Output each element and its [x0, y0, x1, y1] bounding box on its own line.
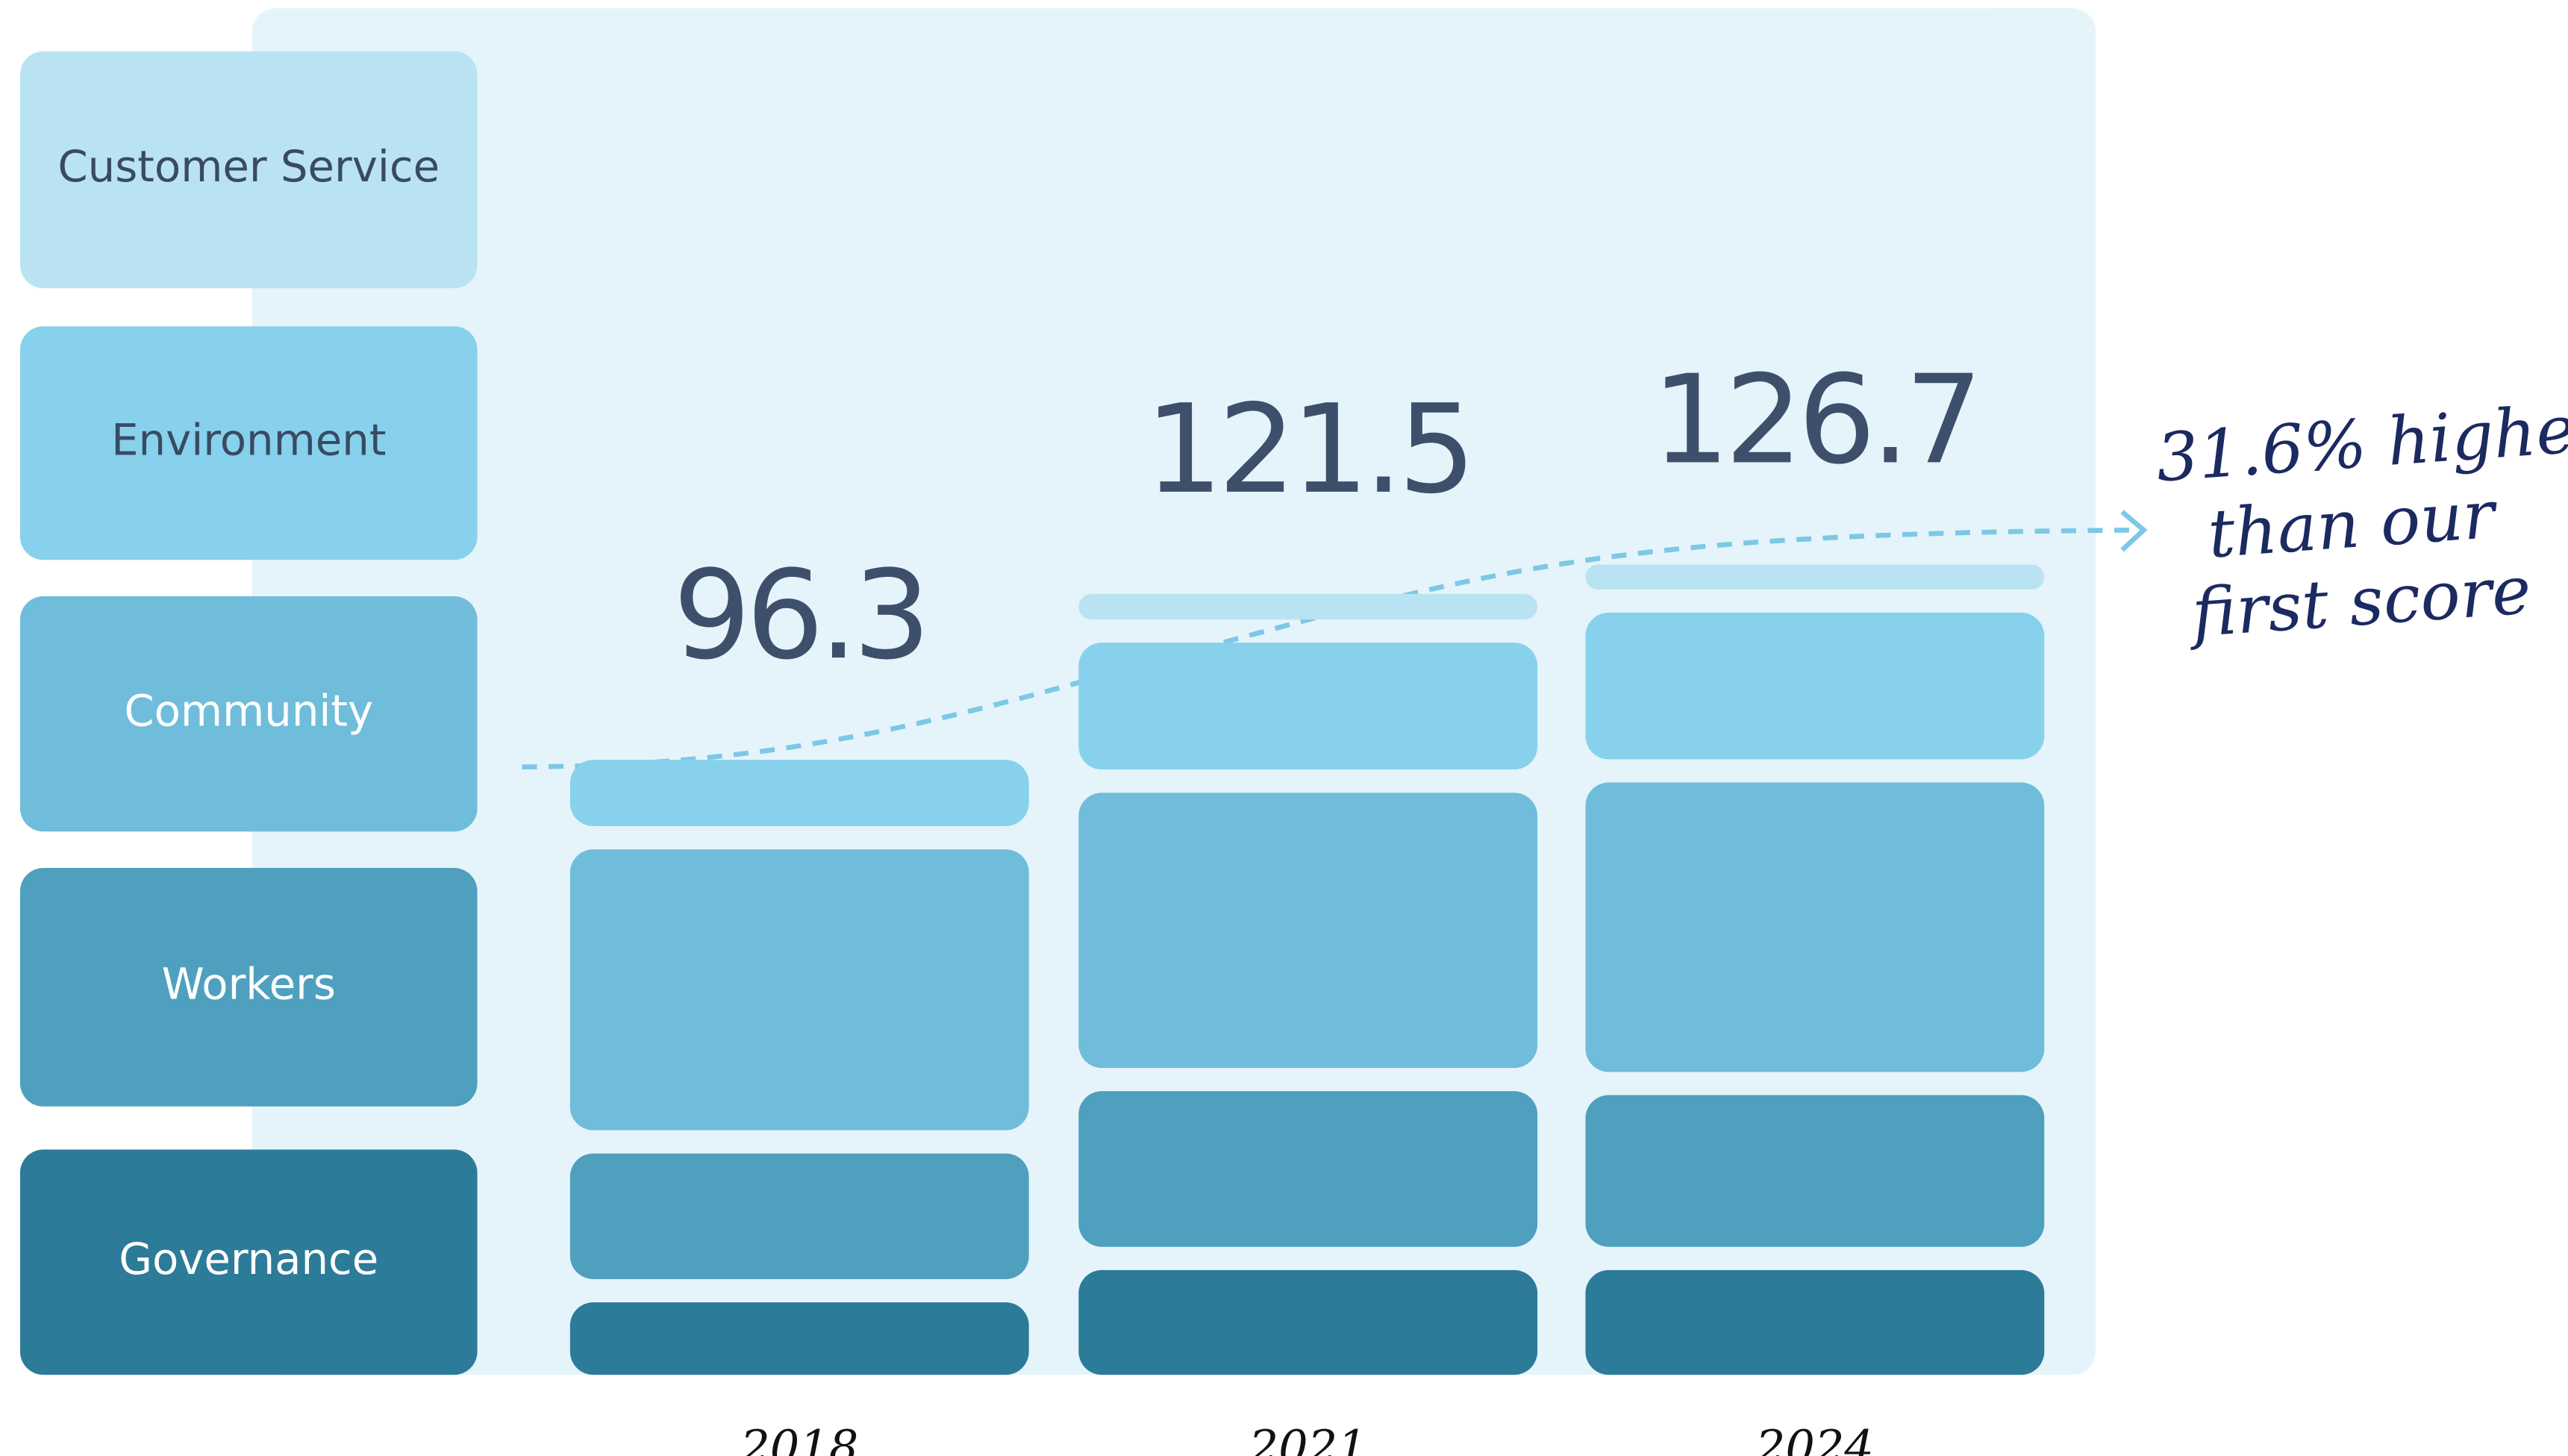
total-label: 121.5 — [1145, 378, 1471, 521]
x-tick-label: 2021 — [1249, 1419, 1367, 1456]
total-label: 126.7 — [1652, 349, 1978, 491]
bar-segment — [1078, 593, 1538, 620]
legend-swatch — [19, 51, 478, 289]
legend-label: Customer Service — [57, 141, 440, 192]
legend-label: Environment — [111, 414, 386, 465]
bar-segment — [1078, 1091, 1538, 1247]
annotation: 31.6% higher than our first score — [2154, 388, 2568, 652]
bar-segment — [1585, 782, 2045, 1072]
legend-label: Governance — [119, 1234, 378, 1284]
bar-segment — [1078, 793, 1538, 1069]
legend-swatch — [19, 326, 478, 560]
trend-arrow — [522, 527, 2137, 769]
legend-label: Workers — [162, 958, 336, 1009]
x-tick-label: 2018 — [740, 1419, 858, 1456]
bar-segment — [569, 1302, 1029, 1375]
bar-segment — [1585, 1269, 2045, 1375]
legend-swatch — [19, 1149, 478, 1375]
bar-segment — [569, 849, 1029, 1131]
annotation-line: 31.6% higher — [2154, 388, 2568, 496]
legend-label: Community — [124, 685, 373, 736]
bar-segment — [1585, 564, 2045, 590]
x-tick-label: 2024 — [1755, 1419, 1874, 1456]
bar-segment — [1078, 1269, 1538, 1375]
total-label: 96.3 — [673, 544, 926, 687]
arrow-head — [2120, 510, 2148, 552]
legend-swatch — [19, 596, 478, 832]
bar-segment — [569, 760, 1029, 827]
bar-segment — [1585, 1095, 2045, 1247]
bar-segment — [1585, 612, 2045, 760]
legend-swatch — [19, 868, 478, 1107]
bar-segment — [569, 1153, 1029, 1280]
bar-segment — [1078, 643, 1538, 770]
